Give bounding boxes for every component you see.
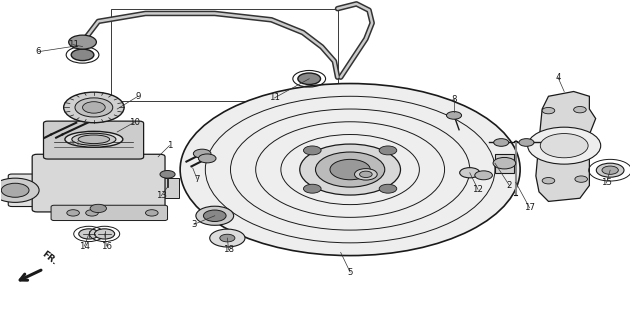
- Circle shape: [209, 229, 245, 247]
- Circle shape: [67, 210, 80, 216]
- Circle shape: [69, 35, 97, 49]
- Circle shape: [575, 176, 587, 182]
- Text: 4: 4: [555, 73, 561, 82]
- Circle shape: [602, 166, 618, 174]
- Text: 6: 6: [36, 47, 41, 56]
- Circle shape: [528, 127, 601, 164]
- Circle shape: [298, 73, 321, 84]
- Bar: [111, 9, 338, 101]
- Circle shape: [459, 168, 480, 178]
- Circle shape: [196, 206, 233, 225]
- FancyBboxPatch shape: [44, 121, 144, 159]
- Circle shape: [540, 133, 588, 158]
- Text: 3: 3: [191, 220, 197, 229]
- Bar: [495, 154, 514, 173]
- Circle shape: [379, 184, 397, 193]
- Circle shape: [86, 210, 98, 216]
- Text: 11: 11: [269, 93, 280, 102]
- Text: 12: 12: [473, 185, 483, 194]
- Circle shape: [475, 171, 492, 180]
- Circle shape: [304, 184, 321, 193]
- Text: 5: 5: [348, 268, 353, 277]
- Bar: [157, 178, 179, 198]
- Circle shape: [519, 139, 534, 146]
- Circle shape: [79, 229, 99, 239]
- Text: 8: 8: [451, 95, 457, 104]
- Circle shape: [542, 178, 555, 184]
- Text: 11: 11: [68, 40, 79, 49]
- Ellipse shape: [72, 133, 116, 145]
- FancyBboxPatch shape: [32, 154, 165, 212]
- Circle shape: [90, 204, 107, 212]
- Circle shape: [64, 92, 124, 123]
- Text: FR.: FR.: [40, 250, 58, 267]
- Circle shape: [198, 154, 216, 163]
- Circle shape: [75, 98, 113, 117]
- Circle shape: [304, 146, 321, 155]
- Circle shape: [0, 178, 39, 202]
- Text: 17: 17: [524, 203, 535, 212]
- FancyBboxPatch shape: [8, 174, 50, 206]
- Ellipse shape: [78, 135, 110, 144]
- Text: 14: 14: [79, 242, 90, 251]
- Text: 2: 2: [507, 181, 512, 190]
- Circle shape: [203, 210, 226, 221]
- Text: 16: 16: [101, 242, 112, 251]
- Circle shape: [146, 210, 158, 216]
- Circle shape: [355, 169, 377, 180]
- FancyBboxPatch shape: [51, 205, 168, 220]
- Text: 1: 1: [167, 141, 172, 150]
- Circle shape: [379, 146, 397, 155]
- Circle shape: [95, 229, 115, 239]
- Circle shape: [493, 157, 516, 169]
- Circle shape: [316, 152, 385, 187]
- Circle shape: [83, 102, 105, 113]
- Circle shape: [542, 108, 555, 114]
- Text: 10: 10: [129, 118, 139, 127]
- Circle shape: [300, 144, 401, 195]
- Text: 7: 7: [194, 175, 200, 184]
- Circle shape: [360, 171, 372, 178]
- Ellipse shape: [65, 131, 123, 147]
- Circle shape: [493, 139, 509, 146]
- Text: 18: 18: [223, 245, 234, 254]
- Circle shape: [1, 183, 29, 197]
- Circle shape: [220, 234, 235, 242]
- Circle shape: [596, 163, 624, 177]
- Circle shape: [160, 171, 175, 178]
- Circle shape: [447, 112, 461, 119]
- Circle shape: [193, 149, 211, 158]
- Circle shape: [71, 49, 94, 60]
- Text: FR.1: FR.1: [69, 141, 80, 146]
- Text: 13: 13: [156, 191, 167, 200]
- Circle shape: [330, 159, 370, 180]
- Text: 9: 9: [135, 92, 141, 101]
- Circle shape: [180, 84, 520, 256]
- Text: 15: 15: [601, 179, 612, 188]
- Polygon shape: [536, 92, 596, 201]
- Circle shape: [574, 107, 586, 113]
